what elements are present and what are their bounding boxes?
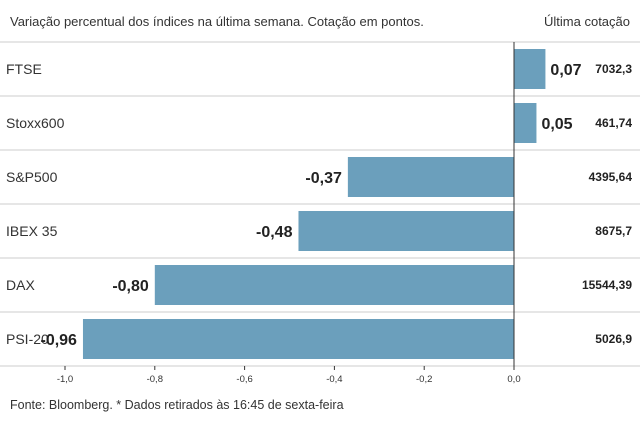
category-label: PSI-20 — [6, 331, 49, 347]
last-quote-value: 4395,64 — [589, 170, 633, 184]
value-label: 0,07 — [550, 62, 581, 79]
label-layer: FTSE 0,07 7032,3 Stoxx600 0,05 461,74 S&P500 -0… — [6, 61, 632, 349]
x-tick-label: -0,8 — [147, 374, 163, 385]
category-label: DAX — [6, 277, 35, 293]
value-label: -0,48 — [256, 224, 293, 241]
bar-2 — [347, 157, 514, 197]
last-quote-value: 15544,39 — [582, 278, 632, 292]
x-tick-label: -1,0 — [57, 374, 73, 385]
bar-chart: FTSE 0,07 7032,3 Stoxx600 0,05 461,74 S&P500 -0… — [0, 41, 640, 385]
last-quote-value: 8675,7 — [595, 224, 632, 238]
bar-1 — [514, 103, 537, 143]
value-label: -0,37 — [305, 170, 342, 187]
bar-5 — [82, 319, 515, 359]
value-label: -0,80 — [112, 278, 149, 295]
category-label: S&P500 — [6, 169, 58, 185]
category-label: IBEX 35 — [6, 223, 58, 239]
grid-layer — [0, 41, 640, 367]
chart-subtitle: Variação percentual dos índices na últim… — [10, 14, 424, 29]
source-note: Fonte: Bloomberg. * Dados retirados às 1… — [10, 398, 344, 412]
x-tick-label: -0,4 — [326, 374, 342, 385]
category-label: Stoxx600 — [6, 115, 65, 131]
bar-0 — [514, 49, 546, 89]
category-label: FTSE — [6, 61, 42, 77]
x-tick-label: 0,0 — [507, 374, 520, 385]
axis-layer: -1,0 -0,8 -0,6 -0,4 -0,2 0,0 — [57, 42, 521, 385]
last-quote-value: 7032,3 — [595, 62, 632, 76]
bar-layer — [82, 49, 546, 359]
value-label: 0,05 — [541, 116, 572, 133]
value-label: -0,96 — [40, 332, 77, 349]
bar-3 — [298, 211, 514, 251]
last-quote-header: Última cotação — [544, 14, 630, 29]
bar-4 — [154, 265, 515, 305]
x-tick-label: -0,2 — [416, 374, 432, 385]
x-tick-label: -0,6 — [236, 374, 252, 385]
last-quote-value: 5026,9 — [595, 332, 632, 346]
last-quote-value: 461,74 — [595, 116, 632, 130]
